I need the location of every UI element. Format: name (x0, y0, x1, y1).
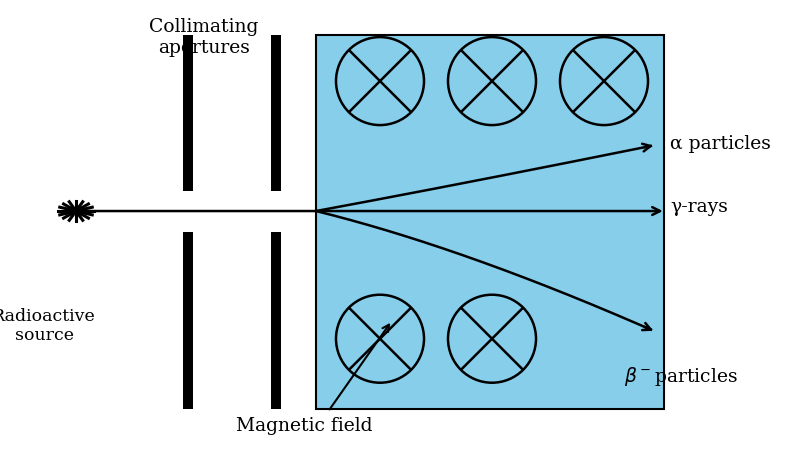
Bar (270, 232, 282, 410)
Bar (182, 232, 194, 410)
Text: Collimating
apertures: Collimating apertures (150, 18, 258, 57)
Bar (182, 36, 194, 191)
Text: α particles: α particles (670, 134, 771, 152)
Bar (270, 36, 282, 191)
Text: $\beta^-$particles: $\beta^-$particles (624, 364, 738, 387)
Text: γ-rays: γ-rays (670, 198, 728, 216)
Text: Radioactive
source: Radioactive source (0, 307, 96, 344)
Bar (316, 36, 664, 410)
Text: Magnetic field: Magnetic field (236, 417, 372, 435)
